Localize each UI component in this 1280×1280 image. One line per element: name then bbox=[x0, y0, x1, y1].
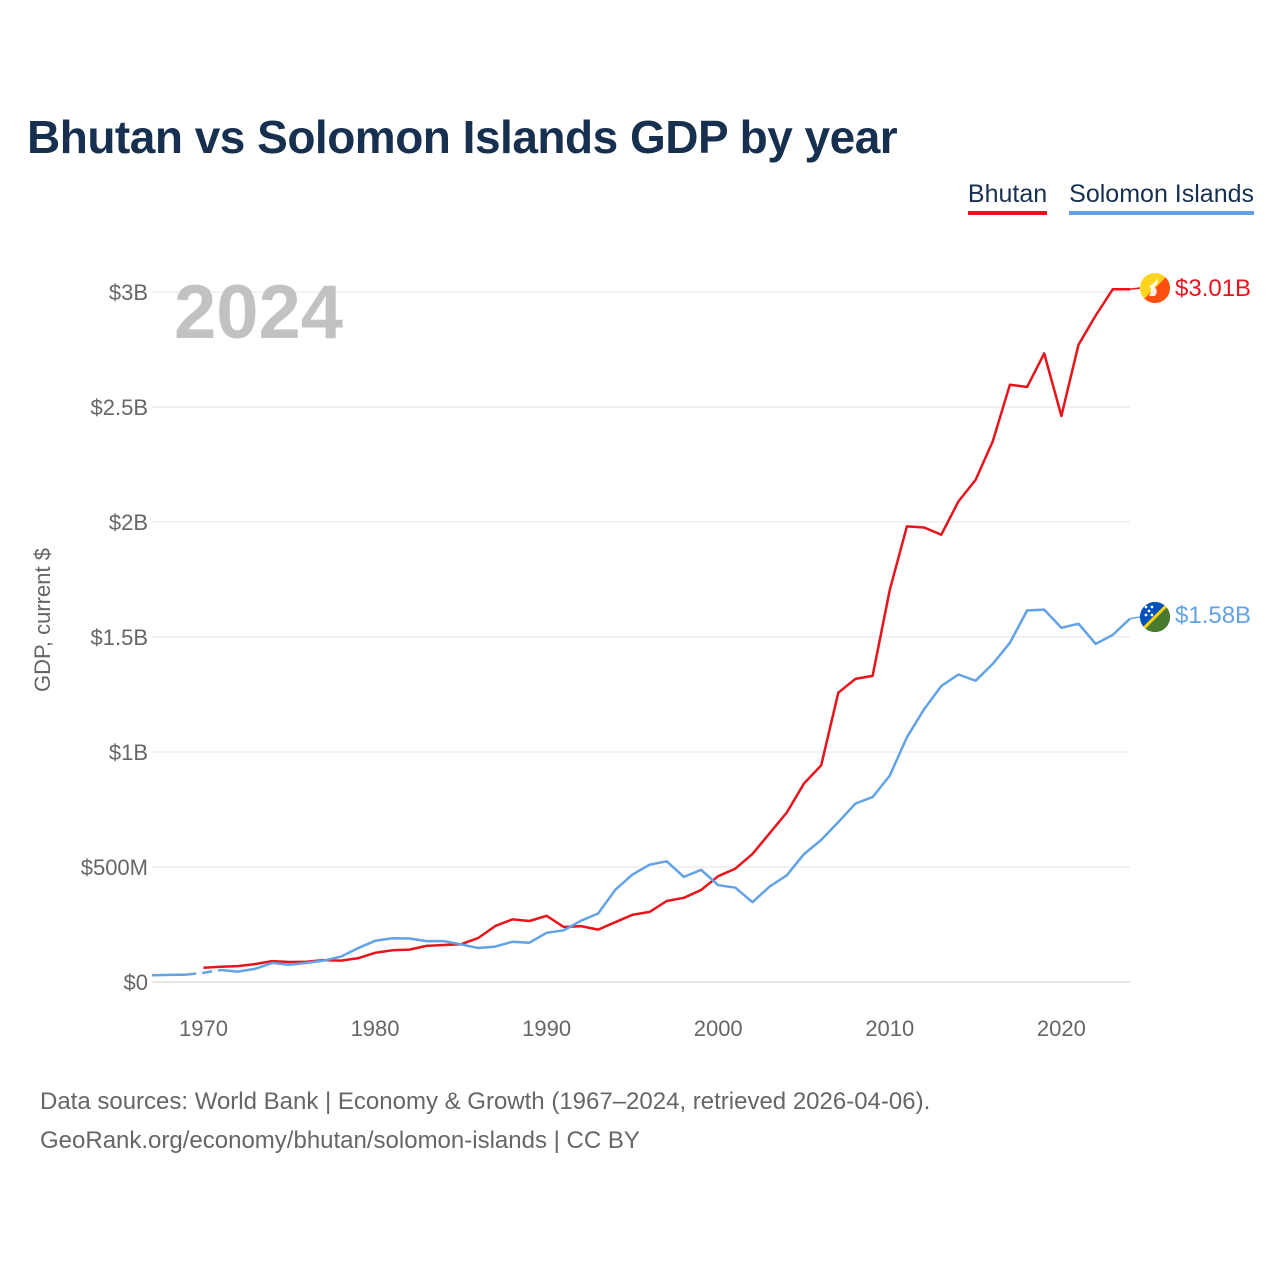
legend: Bhutan Solomon Islands bbox=[967, 180, 1254, 215]
x-tick-label: 1970 bbox=[179, 1016, 228, 1041]
solomon-islands-line bbox=[220, 608, 1131, 973]
x-tick-label: 2000 bbox=[694, 1016, 743, 1041]
solomon-islands-flag-icon bbox=[1140, 602, 1170, 632]
y-tick-label: $1.5B bbox=[91, 625, 149, 650]
bhutan-end-value-label: $3.01B bbox=[1175, 275, 1251, 302]
y-tick-label: $2B bbox=[109, 510, 148, 535]
y-tick-label: $3B bbox=[109, 280, 148, 305]
solomon-islands-end-connector bbox=[1129, 616, 1141, 620]
current-year-label: 2024 bbox=[174, 270, 343, 355]
y-axis-label: GDP, current $ bbox=[30, 548, 55, 692]
x-axis-ticks: 1970 1980 1990 2000 2010 2020 bbox=[179, 1016, 1086, 1041]
footer-sources: Data sources: World Bank | Economy & Gro… bbox=[40, 1088, 931, 1115]
y-tick-label: $0 bbox=[124, 970, 148, 995]
footer: Data sources: World Bank | Economy & Gro… bbox=[40, 1082, 930, 1160]
x-tick-label: 1990 bbox=[522, 1016, 571, 1041]
legend-item-bhutan[interactable]: Bhutan bbox=[967, 180, 1048, 215]
series-lines bbox=[151, 287, 1131, 977]
bhutan-line bbox=[203, 287, 1130, 969]
y-tick-label: $1B bbox=[109, 740, 148, 765]
bhutan-end-marker: $3.01B bbox=[1129, 273, 1251, 303]
solomon-islands-line bbox=[151, 973, 187, 977]
y-tick-label: $2.5B bbox=[91, 395, 149, 420]
solomon-islands-end-marker: $1.58B bbox=[1129, 602, 1251, 632]
gridlines bbox=[152, 291, 1130, 983]
legend-item-solomon-islands[interactable]: Solomon Islands bbox=[1069, 180, 1254, 215]
x-tick-label: 2020 bbox=[1037, 1016, 1086, 1041]
solomon-islands-line bbox=[186, 968, 221, 976]
footer-url: GeoRank.org/economy/bhutan/solomon-islan… bbox=[40, 1127, 640, 1154]
chart-title: Bhutan vs Solomon Islands GDP by year bbox=[27, 111, 898, 163]
x-tick-label: 1980 bbox=[351, 1016, 400, 1041]
y-tick-label: $500M bbox=[81, 855, 148, 880]
bhutan-end-connector bbox=[1129, 287, 1141, 290]
bhutan-flag-icon bbox=[1140, 273, 1170, 303]
solomon-islands-end-value-label: $1.58B bbox=[1175, 602, 1251, 629]
x-tick-label: 2010 bbox=[865, 1016, 914, 1041]
y-axis-ticks: $0 $500M $1B $1.5B $2B $2.5B $3B bbox=[81, 280, 148, 995]
